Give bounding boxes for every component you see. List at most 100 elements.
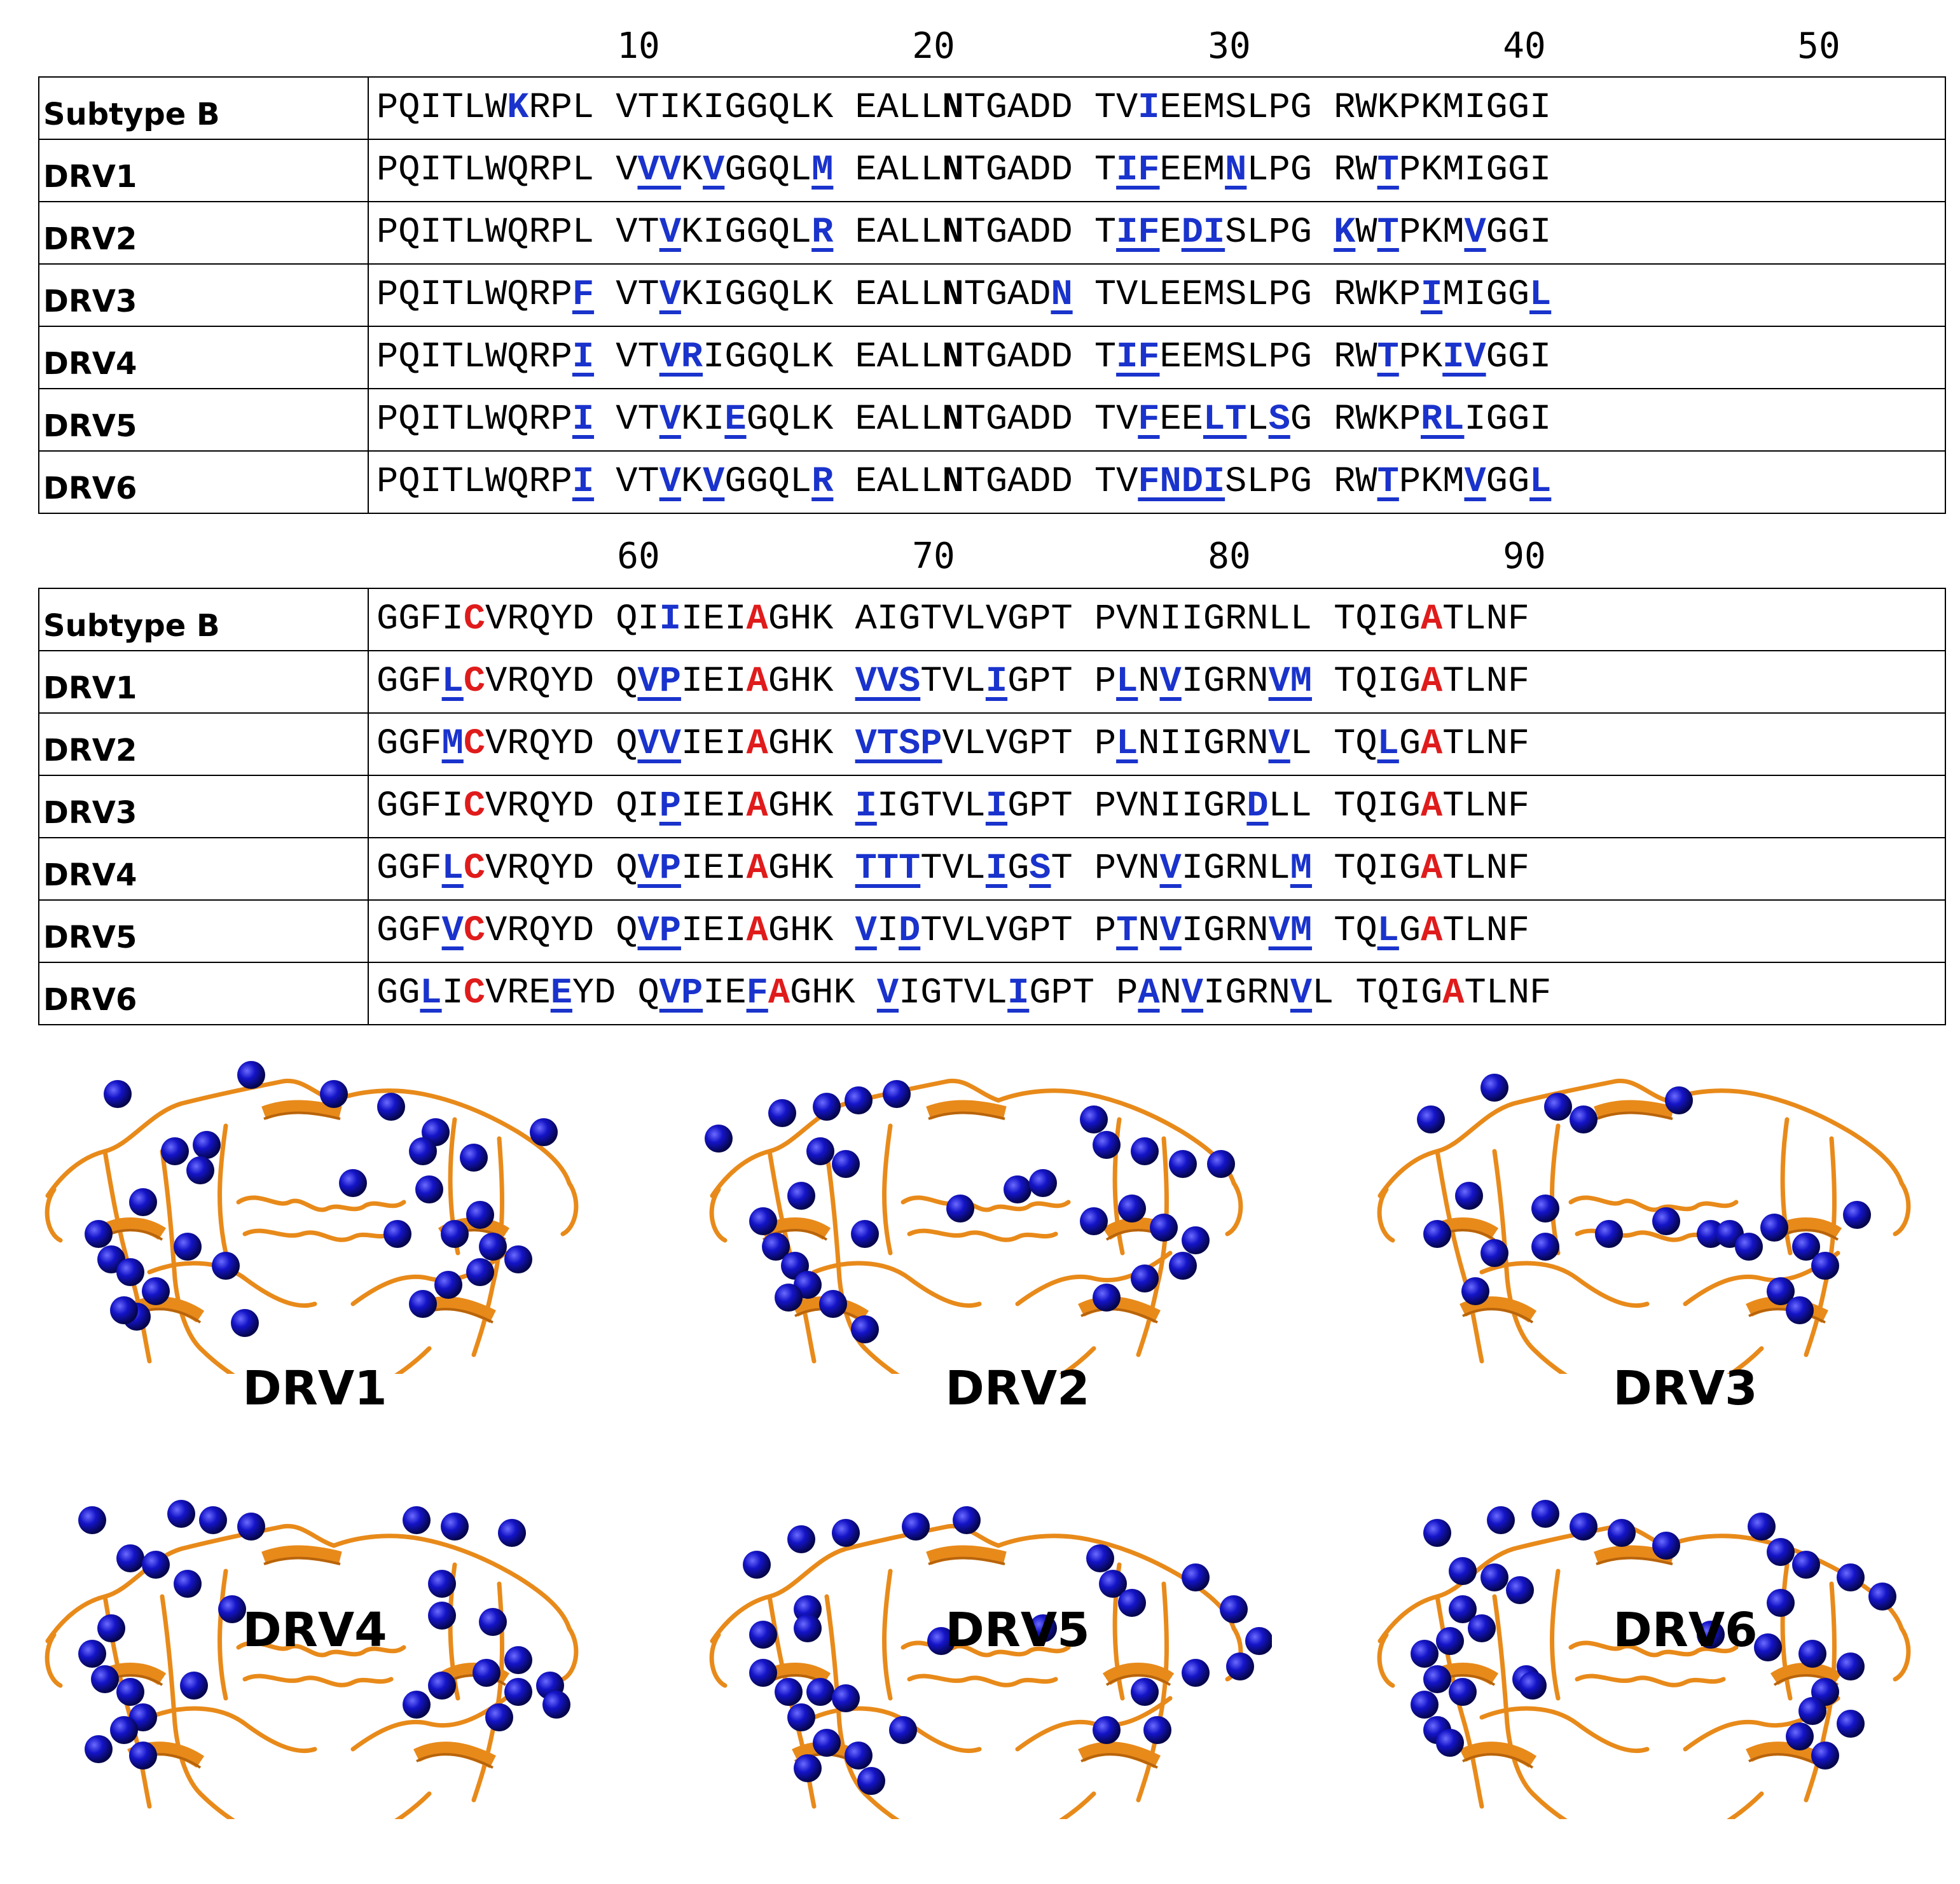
- sequence-segment: PQITLWQRP: [376, 399, 572, 440]
- ruler-top: 10 20 30 40 50: [0, 25, 1960, 70]
- mutation-sphere: [845, 1086, 873, 1114]
- mutation-sphere: [1143, 1716, 1171, 1744]
- sequence-segment: L: [1246, 399, 1269, 440]
- mutation-sphere: [129, 1742, 157, 1770]
- mutation-sphere: [85, 1735, 113, 1763]
- ribbon-helix-shade: [263, 1111, 341, 1120]
- mutation-sphere: [1837, 1652, 1865, 1680]
- ribbon-helix: [413, 1742, 496, 1768]
- mutation-residue: F: [1138, 399, 1160, 440]
- sequence-label: DRV5: [38, 899, 369, 963]
- mutation-residue: LT: [1203, 399, 1247, 440]
- mutation-sphere: [1487, 1506, 1515, 1534]
- mutation-residue: I: [572, 337, 595, 378]
- mutation-residue: FNDI: [1138, 462, 1225, 502]
- alignment-row: DRV6 GGLICVREEYD QVPIEFAGHK VIGTVLIGPT PA…: [38, 962, 1946, 1025]
- mutation-residue: L: [420, 973, 442, 1014]
- sequence-segment: G: [1398, 724, 1421, 765]
- mutation-sphere: [946, 1195, 974, 1223]
- mutation-sphere: [212, 1252, 240, 1280]
- sequence-segment: SLPG: [1225, 212, 1334, 253]
- mutation-sphere: [428, 1672, 456, 1700]
- mutation-sphere: [1843, 1201, 1871, 1229]
- sequence-segment: PKM: [1398, 212, 1465, 253]
- sequence-segment: GG: [376, 973, 420, 1014]
- conserved-residue: C: [463, 973, 486, 1014]
- ribbon-helix-shade: [416, 1753, 493, 1769]
- ribbon-strand: [1136, 1581, 1169, 1803]
- sequence-label-text: DRV4: [43, 346, 137, 382]
- sequence-label-text: DRV1: [43, 670, 137, 706]
- mutation-residue: T: [1377, 212, 1399, 253]
- sequence-segment: GHK AIGTVLVGPT PVNIIGRNLL TQIG: [768, 599, 1421, 640]
- mutation-sphere: [1449, 1557, 1477, 1585]
- protease-structure-image: [709, 1506, 1272, 1819]
- sequence-segment: SLPG RW: [1225, 462, 1377, 502]
- mutation-sphere: [1652, 1207, 1680, 1235]
- mutation-sphere: [1245, 1627, 1272, 1655]
- mutation-residue: VP: [637, 911, 681, 952]
- sequence-segment: IEI: [680, 911, 747, 952]
- mutation-sphere: [768, 1099, 796, 1127]
- mutation-sphere: [1652, 1532, 1680, 1560]
- mutation-sphere: [174, 1570, 202, 1598]
- mutation-sphere: [1423, 1665, 1451, 1693]
- mutation-sphere: [762, 1233, 790, 1261]
- mutation-residue: D: [899, 911, 921, 952]
- ribbon-strand: [907, 1228, 1058, 1242]
- sequence-segment: GGI: [1486, 212, 1552, 253]
- sequence-segment: IGRNL: [1181, 848, 1290, 889]
- mutation-residue: L: [1529, 462, 1552, 502]
- mutation-residue: VVS: [855, 661, 921, 702]
- ribbon-strand: [1377, 1632, 1395, 1688]
- mutation-sphere: [1169, 1150, 1197, 1178]
- sequence-label-text: DRV6: [43, 982, 137, 1018]
- ribbon-strand: [1530, 1791, 1568, 1819]
- mutation-sphere: [1837, 1710, 1865, 1738]
- tick-label: 80: [1208, 536, 1251, 577]
- alignment-row: DRV3 PQITLWQRPF VTVKIGGQLK EALLNTGADN TVL…: [38, 263, 1946, 327]
- sequence-segment: GQLK EALL: [746, 399, 942, 440]
- ribbon-strand: [1530, 1346, 1568, 1374]
- structure-panel: DRV2: [700, 1043, 1272, 1437]
- sequence-cell: PQITLWQRPF VTVKIGGQLK EALLNTGADN TVLEEMS…: [368, 263, 1946, 327]
- mutation-sphere: [409, 1290, 437, 1318]
- ribbon-strand: [1727, 1791, 1764, 1819]
- mutation-residue: RL: [1421, 399, 1465, 440]
- mutation-sphere: [1837, 1563, 1865, 1591]
- mutation-sphere: [1411, 1640, 1439, 1668]
- sequence-segment: IEI: [680, 786, 747, 827]
- mutation-sphere: [1118, 1589, 1146, 1617]
- sequence-segment: IEI: [680, 848, 747, 889]
- sequence-segment: N: [1159, 973, 1182, 1014]
- mutation-sphere: [1182, 1563, 1210, 1591]
- mutation-sphere: [1093, 1716, 1121, 1744]
- sequence-segment: PQITLWQRP: [376, 275, 572, 315]
- ribbon-strand: [1727, 1346, 1764, 1374]
- alignment-row: Subtype B PQITLWKRPL VTIKIGGQLK EALLNTGAD…: [38, 76, 1946, 140]
- sequence-label: DRV3: [38, 775, 369, 838]
- mutation-sphere: [1182, 1226, 1210, 1254]
- ribbon-strand: [1550, 1123, 1561, 1256]
- sequence-label: DRV2: [38, 712, 369, 776]
- ribbon-strand: [1059, 1346, 1096, 1374]
- mutation-residue: V: [1159, 911, 1182, 952]
- sequence-segment: EALL: [833, 150, 942, 191]
- mutation-sphere: [1767, 1538, 1795, 1566]
- mutation-residue: I: [985, 786, 1008, 827]
- sequence-label: DRV4: [38, 326, 369, 389]
- sequence-segment: IEI: [680, 661, 747, 702]
- mutation-sphere: [1150, 1214, 1178, 1242]
- sequence-segment: TLNF: [1442, 848, 1530, 889]
- mutation-sphere: [1868, 1583, 1896, 1610]
- sequence-segment: EEMSLPG RW: [1159, 337, 1377, 378]
- conserved-residue: A: [746, 724, 768, 765]
- protease-structure-image: [45, 1500, 579, 1819]
- mutation-residue: IF: [1116, 337, 1160, 378]
- sequence-segment: IGTVL: [876, 786, 986, 827]
- mutation-residue: V: [855, 911, 877, 952]
- mutation-sphere: [1608, 1519, 1636, 1547]
- mutation-residue: S: [1029, 848, 1051, 889]
- sequence-segment: IGGQLK EALL: [703, 337, 942, 378]
- conserved-residue: C: [463, 661, 486, 702]
